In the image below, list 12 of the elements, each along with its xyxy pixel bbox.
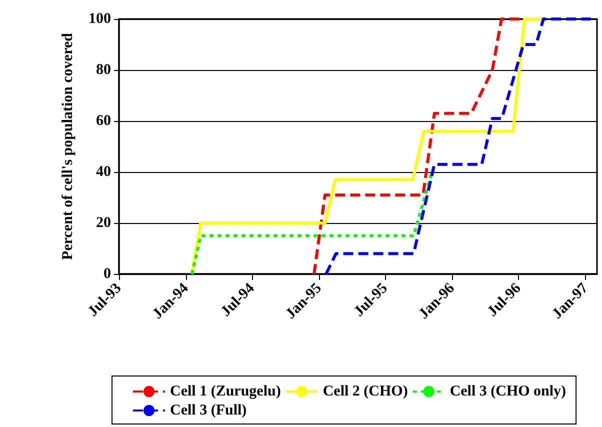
y-tick-label: 100 — [88, 11, 111, 27]
y-tick-label: 0 — [104, 266, 111, 282]
legend-label: Cell 3 (Full) — [170, 402, 247, 418]
y-tick-label: 20 — [96, 215, 111, 231]
y-tick-label: 60 — [96, 113, 111, 129]
y-tick-label: 80 — [96, 62, 111, 78]
legend-label: Cell 2 (CHO) — [322, 384, 408, 400]
y-tick-label: 40 — [96, 164, 111, 180]
line-series — [324, 18, 592, 276]
legend-label: Cell 3 (CHO only) — [450, 384, 566, 400]
y-axis-title: Percent of cell's population covered — [60, 32, 76, 260]
legend-label: Cell 1 (Zurugelu) — [170, 384, 281, 400]
